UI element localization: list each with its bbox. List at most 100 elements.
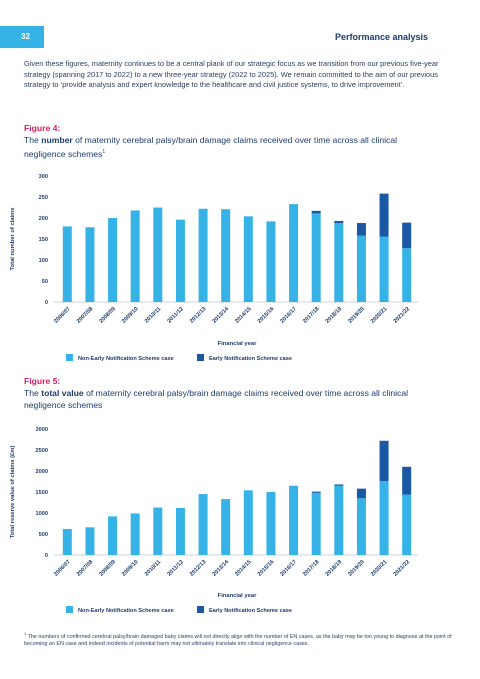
figure5-y-tick-label: 1500 [36,490,48,496]
figure4-bar-non-en [379,236,389,302]
figure4-y-tick-label: 100 [39,258,48,264]
figure4-bar-non-en [311,213,321,302]
figure5-bar-non-en [379,481,389,555]
figure5-label: Figure 5: [24,376,61,386]
figure4-y-axis-title: Total number of claims [10,207,16,270]
figure5-x-tick-label: 2006/07 [53,559,72,578]
figure5-x-tick-label: 2013/14 [212,559,231,578]
figure4-legend-swatch-non-en [66,354,73,361]
figure5-bar-non-en [153,507,163,555]
figure5-x-tick-label: 2014/15 [234,559,253,578]
figure4-title: The number of maternity cerebral palsy/b… [24,135,424,160]
figure4-x-tick-label: 2015/16 [257,306,276,325]
figure5-bar-non-en [85,527,95,555]
figure5-y-tick-label: 2000 [36,469,48,475]
figure4-title-pre: The [24,135,42,145]
figure4-y-tick-label: 0 [45,300,48,306]
figure4-bar-non-en [402,248,412,302]
section-title: Performance analysis [334,32,428,42]
figure4-title-bold: number [41,135,73,145]
figure4-bar-en [311,210,321,214]
figure4-x-tick-label: 2012/13 [189,306,208,325]
figure4-x-tick-label: 2007/08 [76,306,95,325]
figure5-bar-en [356,488,366,499]
figure4-bar-non-en [289,204,299,302]
figure4-legend-label-non-en: Non-Early Notification Scheme case [78,356,174,362]
figure4-x-tick-label: 2017/18 [302,306,321,325]
figure5-x-tick-label: 2018/19 [325,559,344,578]
figure5-x-tick-label: 2019/20 [347,559,366,578]
figure4-x-tick-label: 2013/14 [212,306,231,325]
figure5-bar-non-en [311,492,321,555]
figure5-legend-swatch-non-en [66,606,73,613]
figure5-bar-non-en [266,492,276,555]
figure4-x-tick-label: 2009/10 [121,306,140,325]
figure5-bar-non-en [175,507,185,555]
figure5-x-tick-label: 2016/17 [279,559,298,578]
figure4-bar-non-en [130,210,140,302]
figure5-bar-non-en [62,528,72,555]
figure4-x-tick-label: 2016/17 [279,306,298,325]
intro-paragraph: Given these figures, maternity continues… [24,59,439,90]
figure5-title-bold: total value [41,388,84,398]
figure4-x-tick-label: 2021/22 [393,306,412,325]
figure4-y-tick-label: 250 [39,195,48,201]
footnote-text: The numbers of confirmed cerebral palsy/… [24,633,452,648]
figure4-bar-en [334,220,344,224]
figure4-bar-non-en [356,235,366,302]
figure5-x-tick-label: 2010/11 [144,559,162,577]
figure5-y-tick-label: 2500 [36,448,48,454]
figure5-x-tick-label: 2015/16 [257,559,276,578]
figure5-y-tick-label: 3000 [36,427,48,433]
figure4-bar-en [402,222,412,249]
figure4-x-tick-label: 2019/20 [347,306,366,325]
figure5-title: The total value of maternity cerebral pa… [24,388,424,411]
figure5-bar-non-en [198,494,208,555]
figure5-x-axis-title: Financial year [218,593,257,599]
figure4-bar-non-en [334,223,344,302]
figure4-x-tick-label: 2006/07 [53,306,72,325]
page-number: 32 [0,26,44,48]
figure5-x-tick-label: 2009/10 [121,559,140,578]
figure5-x-tick-label: 2012/13 [189,559,208,578]
figure4-legend-label-en: Early Notification Scheme case [209,356,292,362]
figure5-bar-en [334,484,344,486]
figure4-title-post: of maternity cerebral palsy/brain damage… [24,135,398,159]
figure4-legend-swatch-en [197,354,204,361]
figure5-bar-non-en [108,516,118,555]
figure5-legend-label-en: Early Notification Scheme case [209,608,292,614]
figure5-legend-label-non-en: Non-Early Notification Scheme case [78,608,174,614]
figure4-x-axis-title: Financial year [218,341,257,347]
figure4-x-tick-label: 2018/19 [325,306,344,325]
figure5-y-tick-label: 1000 [36,511,48,517]
figure4-x-tick-label: 2011/12 [167,306,185,324]
figure4-x-tick-label: 2010/11 [144,306,162,324]
figure5-y-tick-label: 500 [39,532,48,538]
figure5-y-axis-title: Total reserve value of claims (£m) [10,446,16,539]
figure5-x-tick-label: 2021/22 [393,559,412,578]
figure5-x-tick-label: 2008/09 [98,559,117,578]
figure4-x-tick-label: 2014/15 [234,306,253,325]
figure5-bar-non-en [334,485,344,555]
figure5-title-post: of maternity cerebral palsy/brain damage… [24,388,409,410]
figure4-label: Figure 4: [24,123,61,133]
figure5-bar-en [311,491,321,493]
figure4-bar-non-en [175,219,185,302]
figure5-bar-non-en [130,513,140,555]
footnote: 1 The numbers of confirmed cerebral pals… [24,630,454,648]
figure4-bar-non-en [243,216,253,302]
figure4-bar-non-en [85,227,95,302]
figure5-y-tick-label: 0 [45,553,48,559]
figure5-bar-en [379,440,389,482]
figure4-bar-non-en [266,221,276,302]
figure4-x-tick-label: 2020/21 [370,306,389,325]
figure5-bar-non-en [402,494,412,555]
figure5-title-pre: The [24,388,42,398]
figure4-bar-non-en [198,208,208,302]
figure5-bar-non-en [289,485,299,555]
figure5-x-tick-label: 2011/12 [167,559,185,577]
figure5-x-tick-label: 2017/18 [302,559,321,578]
figure4-bar-non-en [221,209,231,302]
figure4-bar-non-en [153,207,163,302]
figure4-x-tick-label: 2008/09 [98,306,117,325]
